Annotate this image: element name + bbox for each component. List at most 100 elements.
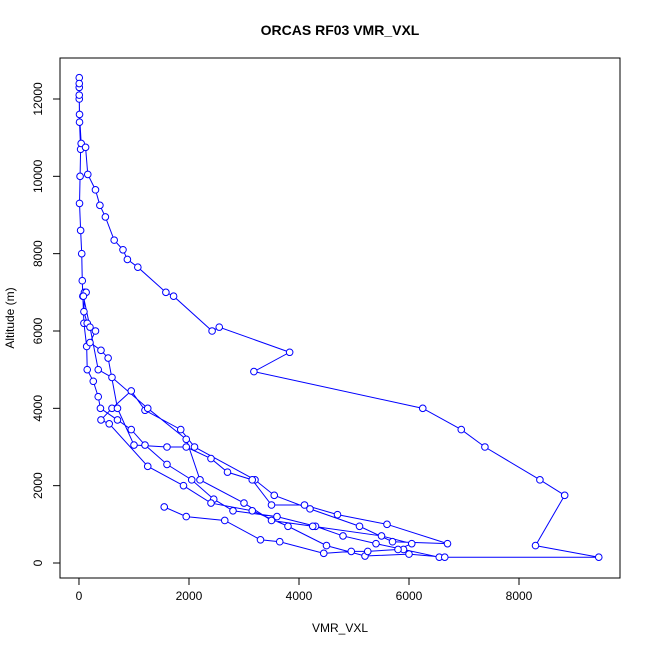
- data-point: [333, 510, 342, 519]
- data-point: [79, 292, 88, 300]
- chart-title: ORCAS RF03 VMR_VXL: [261, 22, 420, 38]
- data-point: [130, 441, 138, 449]
- data-point: [536, 476, 544, 484]
- data-point: [86, 323, 94, 331]
- data-point: [388, 537, 397, 546]
- data-point: [207, 454, 215, 463]
- data-point: [97, 346, 105, 355]
- data-point: [105, 419, 114, 428]
- data-point: [443, 539, 452, 548]
- data-point: [75, 118, 84, 126]
- data-point: [220, 516, 229, 525]
- data-point: [97, 416, 105, 424]
- data-point: [127, 387, 136, 395]
- data-point: [223, 468, 232, 476]
- x-tick-label: 4000: [286, 589, 313, 603]
- data-point: [86, 338, 94, 347]
- data-point: [75, 79, 84, 88]
- data-point: [179, 481, 188, 490]
- data-point: [215, 323, 224, 331]
- data-point: [104, 354, 112, 362]
- data-point: [182, 443, 191, 451]
- data-point: [113, 404, 122, 413]
- data-point: [108, 373, 116, 382]
- data-point: [143, 462, 152, 471]
- data-point: [182, 435, 191, 444]
- x-tick-label: 2000: [176, 589, 203, 603]
- plot-frame: [59, 57, 621, 579]
- data-point: [81, 143, 90, 152]
- data-point: [256, 535, 265, 544]
- data-point: [182, 512, 191, 521]
- x-tick-label: 8000: [506, 589, 533, 603]
- data-point: [101, 213, 110, 221]
- y-axis-label: Altitude (m): [3, 287, 17, 348]
- data-point: [162, 288, 170, 297]
- y-tick-label: 12000: [31, 82, 45, 116]
- data-point: [91, 327, 100, 335]
- data-line: [78, 77, 599, 558]
- data-point: [75, 110, 84, 119]
- data-point: [248, 476, 257, 484]
- data-point: [163, 460, 171, 469]
- data-point: [83, 170, 92, 179]
- data-point: [96, 201, 104, 210]
- data-point: [169, 292, 178, 300]
- y-tick-label: 10000: [31, 159, 45, 193]
- data-point: [187, 476, 196, 484]
- x-axis-label: VMR_VXL: [312, 621, 368, 635]
- data-point: [319, 549, 328, 558]
- data-point: [322, 541, 331, 550]
- data-point: [196, 476, 204, 484]
- y-tick-label: 8000: [31, 240, 45, 267]
- data-point: [308, 522, 317, 531]
- data-point: [285, 348, 294, 357]
- data-point: [481, 443, 489, 451]
- data-point: [407, 539, 416, 548]
- data-point: [248, 506, 257, 515]
- data-point: [141, 441, 149, 449]
- data-point: [418, 404, 427, 413]
- data-point: [163, 443, 171, 451]
- data-point: [284, 522, 292, 531]
- data-point: [270, 491, 279, 500]
- data-point: [94, 365, 103, 374]
- data-point: [127, 425, 136, 434]
- data-point: [89, 377, 98, 386]
- data-point: [240, 499, 248, 507]
- data-point: [229, 506, 237, 515]
- data-point: [339, 532, 347, 540]
- data-point: [300, 501, 309, 509]
- data-point: [78, 276, 87, 285]
- data-point: [113, 416, 122, 424]
- data-point: [83, 365, 92, 374]
- data-point: [110, 236, 118, 244]
- y-tick-label: 0: [31, 559, 45, 566]
- data-point: [76, 226, 85, 235]
- data-point: [355, 522, 364, 531]
- data-point: [96, 404, 105, 413]
- data-point: [75, 91, 84, 99]
- data-point: [77, 249, 86, 258]
- data-point: [560, 491, 569, 500]
- data-point: [134, 263, 142, 271]
- data-point: [531, 541, 540, 550]
- data-point: [160, 503, 169, 511]
- data-point: [76, 172, 84, 181]
- data-point: [94, 392, 103, 401]
- data-point: [372, 539, 380, 548]
- data-point: [275, 537, 284, 546]
- data-point: [267, 501, 276, 509]
- data-point: [440, 553, 449, 561]
- data-point: [267, 516, 276, 525]
- data-point: [457, 425, 466, 434]
- data-point: [176, 425, 185, 434]
- data-point: [273, 512, 281, 521]
- data-point: [123, 255, 132, 264]
- data-point: [383, 520, 391, 529]
- x-tick-label: 6000: [396, 589, 423, 603]
- y-tick-label: 4000: [31, 395, 45, 422]
- data-point: [190, 443, 199, 451]
- data-point: [80, 307, 88, 316]
